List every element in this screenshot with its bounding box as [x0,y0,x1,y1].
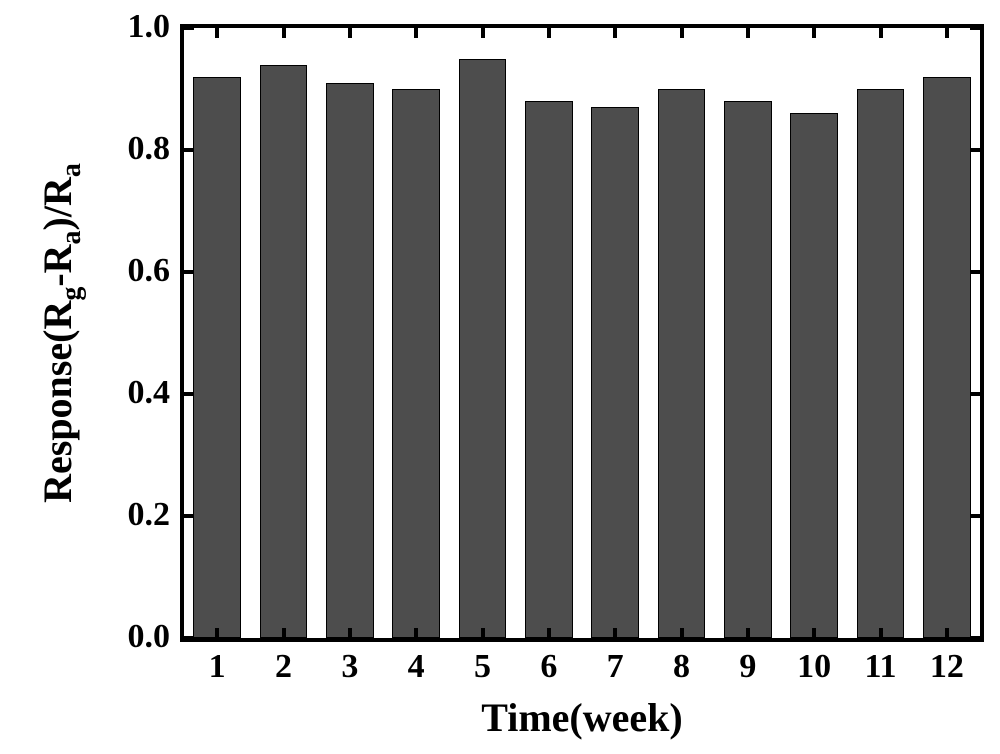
x-tick-label: 9 [718,648,778,686]
y-tick-label: 0.0 [128,618,171,656]
x-tick-label: 1 [187,648,247,686]
x-tick-label: 4 [386,648,446,686]
x-tick-label: 3 [320,648,380,686]
x-tick-label: 5 [453,648,513,686]
x-tick-label: 2 [254,648,314,686]
y-tick-label: 0.8 [128,130,171,168]
y-tick-label: 0.4 [128,374,171,412]
x-tick-label: 7 [585,648,645,686]
y-tick-label: 1.0 [128,8,171,46]
x-tick-label: 6 [519,648,579,686]
tick-labels-layer: 0.00.20.40.60.81.0123456789101112 [0,0,1000,754]
x-tick-label: 12 [917,648,977,686]
y-tick-label: 0.2 [128,496,171,534]
y-tick-label: 0.6 [128,252,171,290]
x-tick-label: 11 [851,648,911,686]
x-tick-label: 8 [652,648,712,686]
x-tick-label: 10 [784,648,844,686]
bar-chart: Response(Rg-Ra)/Ra Time(week) 0.00.20.40… [0,0,1000,754]
